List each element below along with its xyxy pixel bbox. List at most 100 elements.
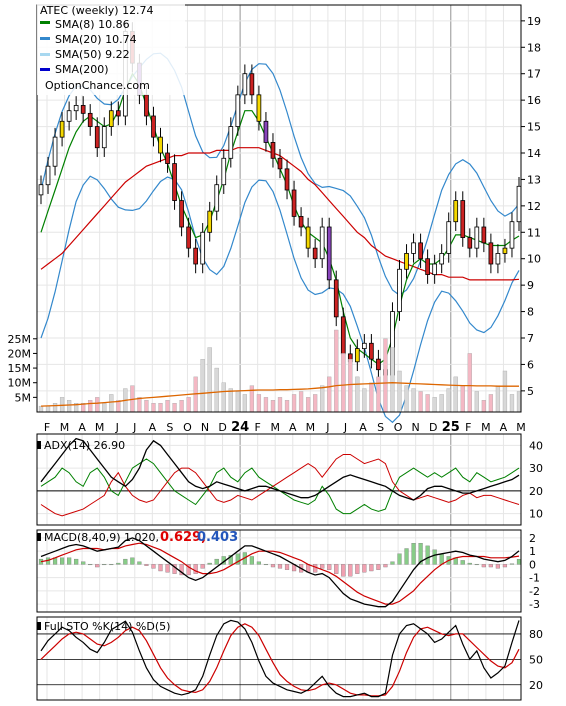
volume-tick-label: 25M bbox=[8, 333, 32, 346]
volume-tick-label: 5M bbox=[15, 391, 32, 404]
candle bbox=[207, 210, 213, 233]
volume-bar bbox=[291, 394, 297, 413]
macd-histogram-bar bbox=[418, 543, 423, 565]
sto-d-line bbox=[40, 623, 520, 697]
price-panel: 5 6 7 8 9 10 11 12 13 14 15 16 17 18 19 bbox=[38, 15, 541, 424]
panel-frame bbox=[36, 529, 522, 613]
macd-histogram-bar bbox=[263, 564, 269, 566]
legend-sma50: SMA(50) 9.22 bbox=[55, 48, 130, 61]
volume-bar bbox=[102, 403, 107, 413]
price-tick-label: 14 bbox=[527, 147, 541, 160]
panel-frame bbox=[36, 616, 522, 701]
candle bbox=[376, 358, 381, 371]
panel-frames bbox=[36, 4, 522, 701]
x-tick-label: J bbox=[325, 421, 329, 434]
volume-bar bbox=[467, 353, 472, 413]
volume-bar bbox=[474, 391, 479, 413]
volume-bar bbox=[320, 385, 325, 413]
macd-histogram-bar bbox=[123, 558, 128, 565]
candle bbox=[362, 342, 367, 349]
candle bbox=[235, 94, 241, 127]
macd-tick-label: -1 bbox=[529, 572, 540, 585]
candle bbox=[474, 226, 480, 249]
price-tick-label: 12 bbox=[527, 200, 541, 213]
candle bbox=[59, 120, 65, 138]
macd-histogram-bar bbox=[488, 564, 493, 568]
price-tick-label: 15 bbox=[527, 121, 541, 134]
macd-histogram-bar bbox=[270, 564, 276, 568]
volume-bar bbox=[481, 400, 486, 413]
x-tick-label: D bbox=[218, 421, 226, 434]
macd-histogram-bar bbox=[137, 561, 142, 565]
adx-line bbox=[40, 437, 520, 501]
x-tick-label: M bbox=[60, 421, 70, 434]
macd-histogram-bar bbox=[214, 558, 219, 565]
candle bbox=[158, 136, 163, 154]
upper-band-line bbox=[40, 52, 520, 296]
candle bbox=[144, 94, 149, 117]
adx-plus-di-line bbox=[40, 458, 520, 515]
volume-bar bbox=[228, 388, 233, 413]
macd-histogram-bar bbox=[277, 564, 283, 569]
volume-tick-label: 10M bbox=[8, 377, 32, 390]
adx-tick-label: 10 bbox=[529, 508, 543, 521]
macd-tick-label: 2 bbox=[529, 532, 536, 545]
x-tick-label: F bbox=[44, 421, 50, 434]
volume-bar bbox=[207, 347, 212, 413]
x-tick-label: M bbox=[481, 421, 491, 434]
macd-histogram-bar bbox=[334, 564, 339, 574]
macd-tick-label: 1 bbox=[529, 545, 536, 558]
candle bbox=[228, 126, 234, 159]
candle bbox=[94, 126, 100, 149]
x-tick-label: S bbox=[166, 421, 173, 434]
x-tick-label: M bbox=[270, 421, 280, 434]
volume-bar bbox=[439, 394, 444, 413]
candle bbox=[326, 226, 332, 281]
volume-bar bbox=[341, 353, 346, 413]
x-tick-label: A bbox=[78, 421, 86, 434]
x-tick-label: J bbox=[132, 421, 136, 434]
candle bbox=[488, 242, 494, 265]
candle bbox=[291, 189, 297, 217]
price-tick-label: 11 bbox=[527, 226, 541, 239]
volume-bar bbox=[453, 376, 458, 413]
macd-histogram-bar bbox=[207, 562, 212, 565]
volume-bar bbox=[88, 400, 93, 413]
macd-histogram-bar bbox=[60, 557, 65, 565]
volume-bar bbox=[334, 329, 339, 413]
candle bbox=[38, 184, 44, 196]
legend-sma8: SMA(8) 10.86 bbox=[55, 18, 130, 31]
volume-bar bbox=[313, 394, 318, 413]
candle bbox=[397, 268, 402, 312]
volume-bar bbox=[390, 347, 395, 413]
macd-histogram-bar bbox=[362, 564, 367, 573]
adx-panel: 10 20 30 40 bbox=[37, 437, 543, 521]
macd-histogram-bar bbox=[327, 564, 332, 570]
macd-histogram-bar bbox=[74, 558, 79, 565]
macd-histogram-bar bbox=[179, 564, 184, 576]
x-tick-label: J bbox=[343, 421, 347, 434]
macd-histogram-bar bbox=[116, 562, 121, 565]
legend-swatch-sma20 bbox=[40, 37, 50, 40]
candle bbox=[172, 163, 177, 201]
candle bbox=[270, 142, 276, 159]
volume-bar bbox=[52, 403, 58, 413]
legend-sma200: SMA(200) bbox=[55, 63, 109, 76]
macd-histogram-bar bbox=[320, 564, 325, 569]
x-tick-label: 24 bbox=[231, 420, 249, 435]
sto-k-line bbox=[40, 619, 520, 698]
candle bbox=[460, 200, 466, 238]
adx-tick-label: 40 bbox=[529, 439, 543, 452]
sto-tick-label: 50 bbox=[529, 653, 543, 666]
macd-histogram-bar bbox=[151, 564, 156, 569]
candle bbox=[179, 200, 184, 228]
macd-histogram-bar bbox=[502, 564, 508, 568]
candle bbox=[277, 157, 283, 170]
macd-tick-label: -2 bbox=[529, 585, 540, 598]
x-tick-label: N bbox=[412, 421, 420, 434]
volume-bar bbox=[95, 397, 100, 413]
volume-bar bbox=[376, 376, 381, 413]
volume-bar bbox=[186, 397, 191, 413]
volume-bar bbox=[411, 388, 416, 413]
